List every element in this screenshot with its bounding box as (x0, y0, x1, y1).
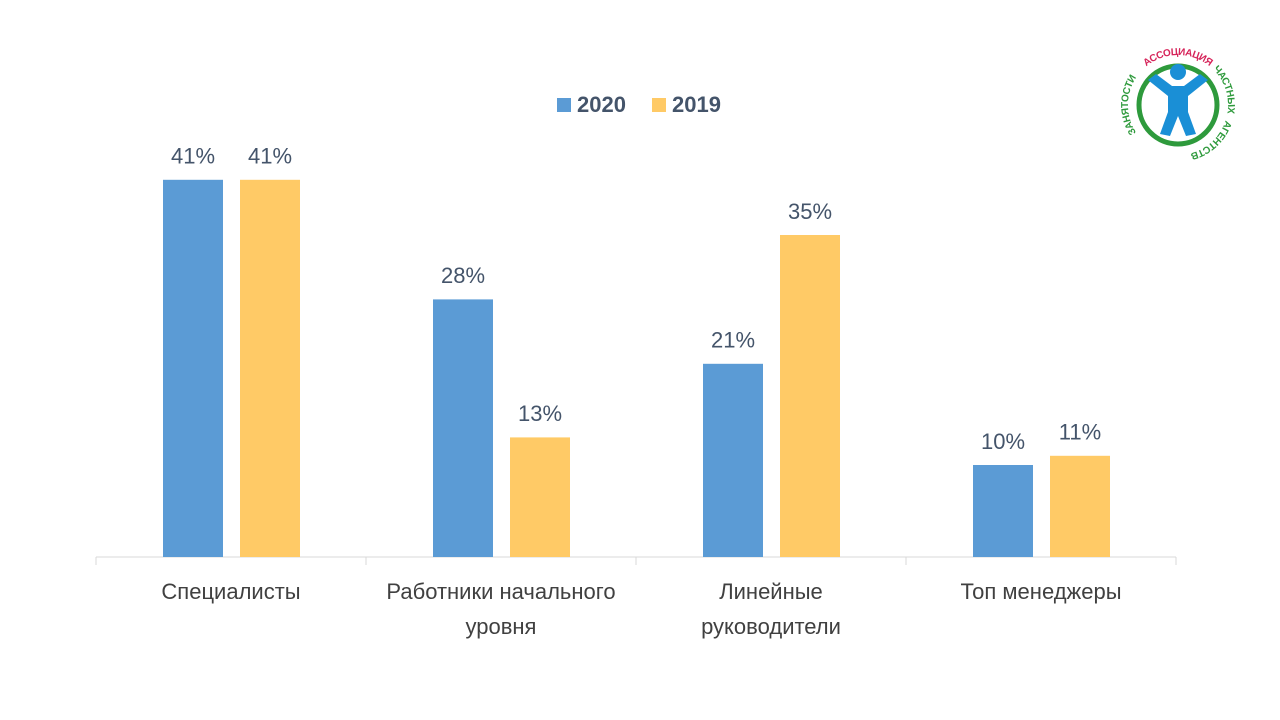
bar (703, 363, 763, 557)
value-label: 41% (171, 144, 215, 169)
legend-label: 2019 (672, 92, 721, 117)
value-label: 11% (1059, 420, 1101, 445)
bar (163, 179, 223, 558)
logo-word: ЗАНЯТОСТИ (1120, 73, 1139, 137)
bar (973, 465, 1033, 557)
value-label: 13% (518, 401, 562, 426)
bar (780, 235, 840, 557)
x-tick-label: Топ менеджеры (960, 579, 1122, 604)
legend-swatch (557, 98, 571, 112)
x-tick-label: Работники начального уровня (386, 579, 616, 639)
value-label: 41% (248, 144, 292, 169)
logo-head (1170, 64, 1186, 80)
x-tick-label: Специалисты (161, 579, 301, 604)
value-label: 28% (441, 263, 485, 288)
value-label: 21% (711, 328, 755, 353)
legend-swatch (652, 98, 666, 112)
bar (433, 299, 493, 557)
logo-figure (1148, 74, 1208, 136)
value-label: 35% (788, 199, 832, 224)
bar (1050, 455, 1110, 557)
value-label: 10% (981, 429, 1025, 454)
logo-text: ЗАНЯТОСТИ (1120, 73, 1139, 137)
legend-label: 2020 (577, 92, 626, 117)
bar (240, 179, 300, 558)
x-tick-label: Линейные руководители (701, 579, 841, 639)
bar (510, 437, 570, 557)
logo: ЗАНЯТОСТИ АССОЦИАЦИЯ ЧАСТНЫХ АГЕНТСТВ (1120, 46, 1237, 161)
